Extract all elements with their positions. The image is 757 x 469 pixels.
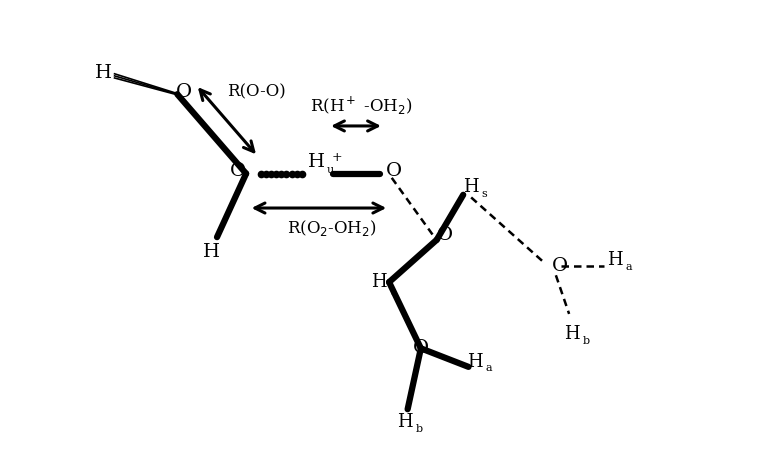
Text: H: H [307, 153, 325, 171]
Text: u: u [326, 166, 333, 175]
Text: O: O [386, 162, 403, 180]
Text: H: H [564, 325, 580, 343]
Text: H: H [371, 273, 386, 291]
Text: H: H [607, 251, 623, 269]
Text: H: H [203, 243, 220, 261]
Text: H: H [463, 178, 479, 196]
Text: s: s [481, 189, 488, 199]
Text: O: O [413, 340, 429, 357]
Text: +: + [332, 151, 342, 164]
Text: s: s [390, 287, 396, 297]
Text: b: b [582, 336, 590, 347]
Text: O: O [552, 257, 568, 275]
Text: R(O$_2$-OH$_2$): R(O$_2$-OH$_2$) [288, 218, 377, 238]
Text: R(H$^+$ -OH$_2$): R(H$^+$ -OH$_2$) [310, 95, 413, 117]
Text: b: b [416, 424, 423, 434]
Text: O: O [437, 226, 453, 243]
Text: a: a [625, 262, 632, 272]
Text: H: H [397, 414, 413, 431]
Text: O: O [230, 162, 246, 180]
Text: R(O-O): R(O-O) [226, 83, 285, 100]
Text: H: H [95, 64, 112, 82]
Text: a: a [485, 363, 492, 373]
Text: O: O [176, 83, 192, 100]
Text: H: H [467, 353, 483, 371]
